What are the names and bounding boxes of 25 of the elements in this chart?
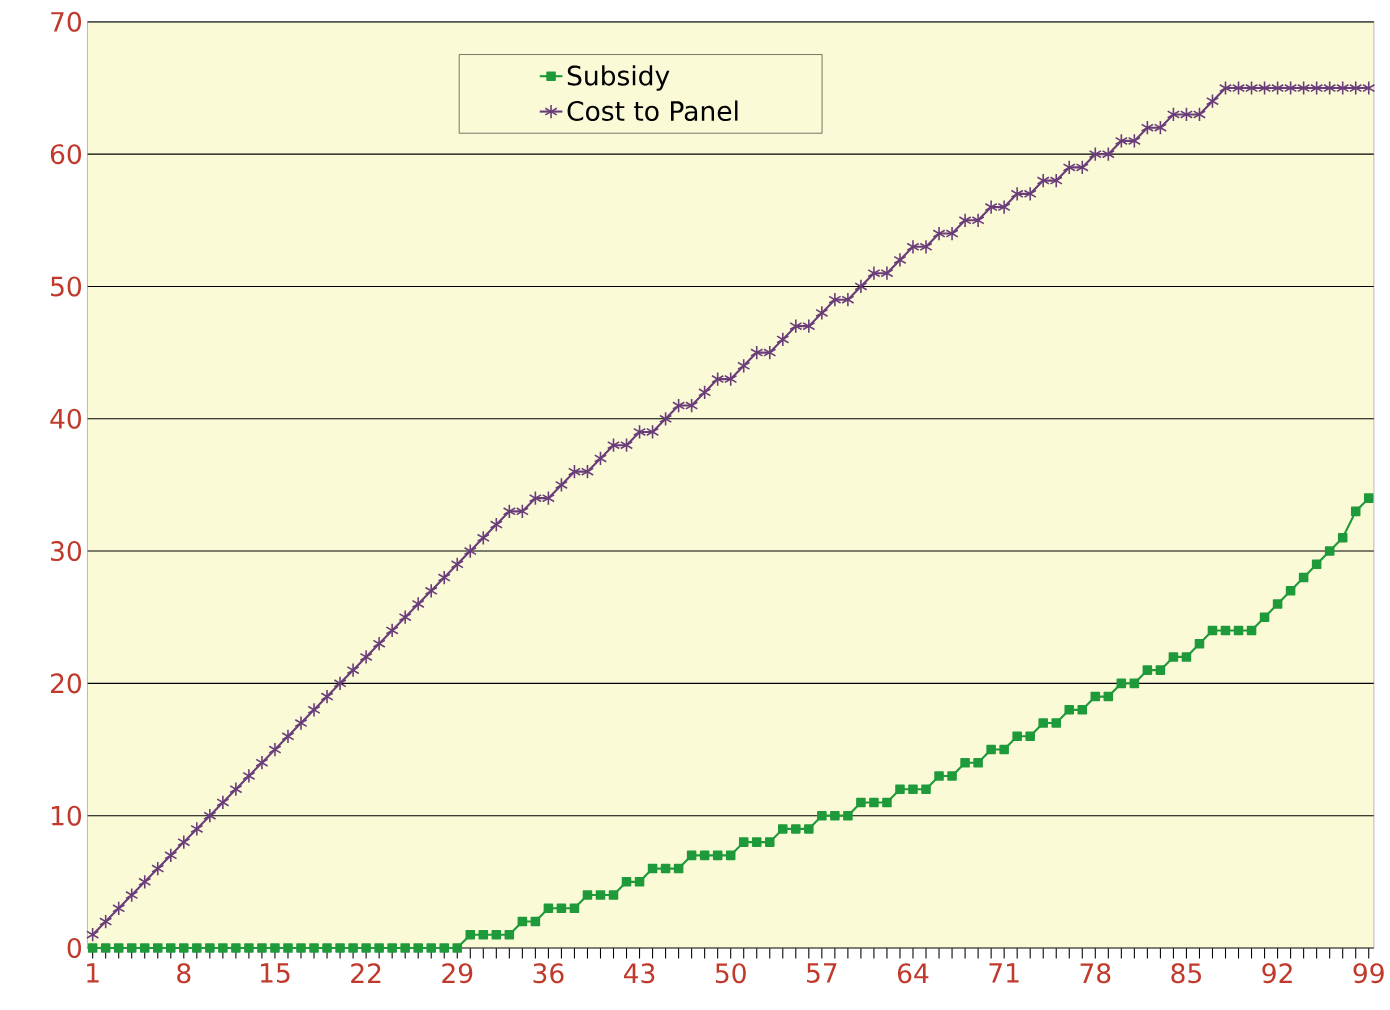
x-tick-label: 1	[87, 963, 99, 983]
x-tick-label: 8	[177, 963, 191, 984]
y-tick-label: 40	[50, 408, 82, 429]
y-tick-label: 20	[50, 673, 82, 694]
x-tick-label: 57	[807, 963, 837, 984]
y-tick-label: 10	[51, 805, 82, 826]
x-tick-label: 43	[623, 963, 655, 984]
x-tick-label: 22	[351, 963, 381, 984]
y-tick-label: 60	[50, 144, 82, 165]
y-tick-label: 70	[51, 12, 82, 33]
y-tick-label: 30	[51, 541, 82, 562]
y-tick-label: 0	[67, 938, 82, 959]
x-tick-label: 15	[261, 963, 290, 984]
x-tick-label: 71	[989, 963, 1019, 983]
x-tick-label: 92	[1262, 963, 1292, 984]
y-tick-label: 50	[51, 276, 82, 297]
x-tick-label: 85	[1171, 963, 1201, 984]
x-tick-label: 36	[533, 963, 564, 984]
x-tick-label: 78	[1080, 963, 1111, 984]
legend-label: Cost to Panel	[567, 100, 738, 122]
x-tick-label: 99	[1353, 963, 1384, 984]
x-tick-label: 64	[897, 963, 929, 984]
legend-label: Subsidy	[567, 65, 670, 91]
x-tick-label: 29	[442, 963, 473, 984]
x-tick-label: 50	[715, 963, 746, 984]
